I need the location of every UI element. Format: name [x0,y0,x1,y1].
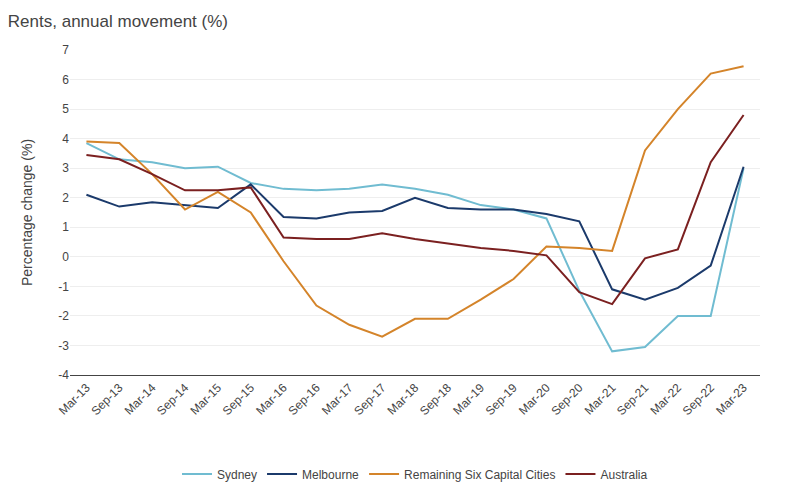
svg-text:0: 0 [62,250,69,264]
svg-text:Melbourne: Melbourne [302,468,359,482]
svg-text:-4: -4 [58,368,69,382]
svg-text:Sep-19: Sep-19 [483,381,520,418]
svg-text:5: 5 [62,102,69,116]
svg-text:Mar-22: Mar-22 [647,381,684,418]
svg-text:Mar-20: Mar-20 [516,381,553,418]
svg-text:Mar-13: Mar-13 [56,381,93,418]
svg-text:Percentage change (%): Percentage change (%) [19,139,35,286]
svg-text:7: 7 [62,43,69,57]
svg-text:Mar-18: Mar-18 [385,381,422,418]
svg-text:Sep-16: Sep-16 [286,381,323,418]
svg-text:Australia: Australia [600,468,647,482]
svg-text:4: 4 [62,132,69,146]
svg-text:Mar-23: Mar-23 [713,381,750,418]
svg-text:Mar-21: Mar-21 [582,381,619,418]
svg-text:Sep-15: Sep-15 [220,381,257,418]
svg-text:1: 1 [62,220,69,234]
svg-text:Sep-14: Sep-14 [154,381,191,418]
svg-text:3: 3 [62,161,69,175]
svg-text:Mar-19: Mar-19 [450,381,487,418]
svg-text:Sep-18: Sep-18 [417,381,454,418]
svg-text:Mar-15: Mar-15 [187,381,224,418]
svg-text:Mar-14: Mar-14 [122,381,159,418]
svg-text:-2: -2 [58,309,69,323]
svg-text:6: 6 [62,73,69,87]
svg-text:Sydney: Sydney [217,468,257,482]
svg-text:-1: -1 [58,280,69,294]
svg-text:Sep-20: Sep-20 [548,381,585,418]
svg-text:Remaining Six Capital Cities: Remaining Six Capital Cities [404,468,555,482]
svg-text:Sep-13: Sep-13 [88,381,125,418]
svg-text:2: 2 [62,191,69,205]
svg-text:Sep-22: Sep-22 [680,381,717,418]
svg-text:Rents, annual movement (%): Rents, annual movement (%) [8,12,228,31]
svg-text:Mar-16: Mar-16 [253,381,290,418]
svg-text:Sep-17: Sep-17 [351,381,388,418]
svg-text:Sep-21: Sep-21 [614,381,651,418]
svg-text:-3: -3 [58,339,69,353]
svg-text:Mar-17: Mar-17 [319,381,356,418]
